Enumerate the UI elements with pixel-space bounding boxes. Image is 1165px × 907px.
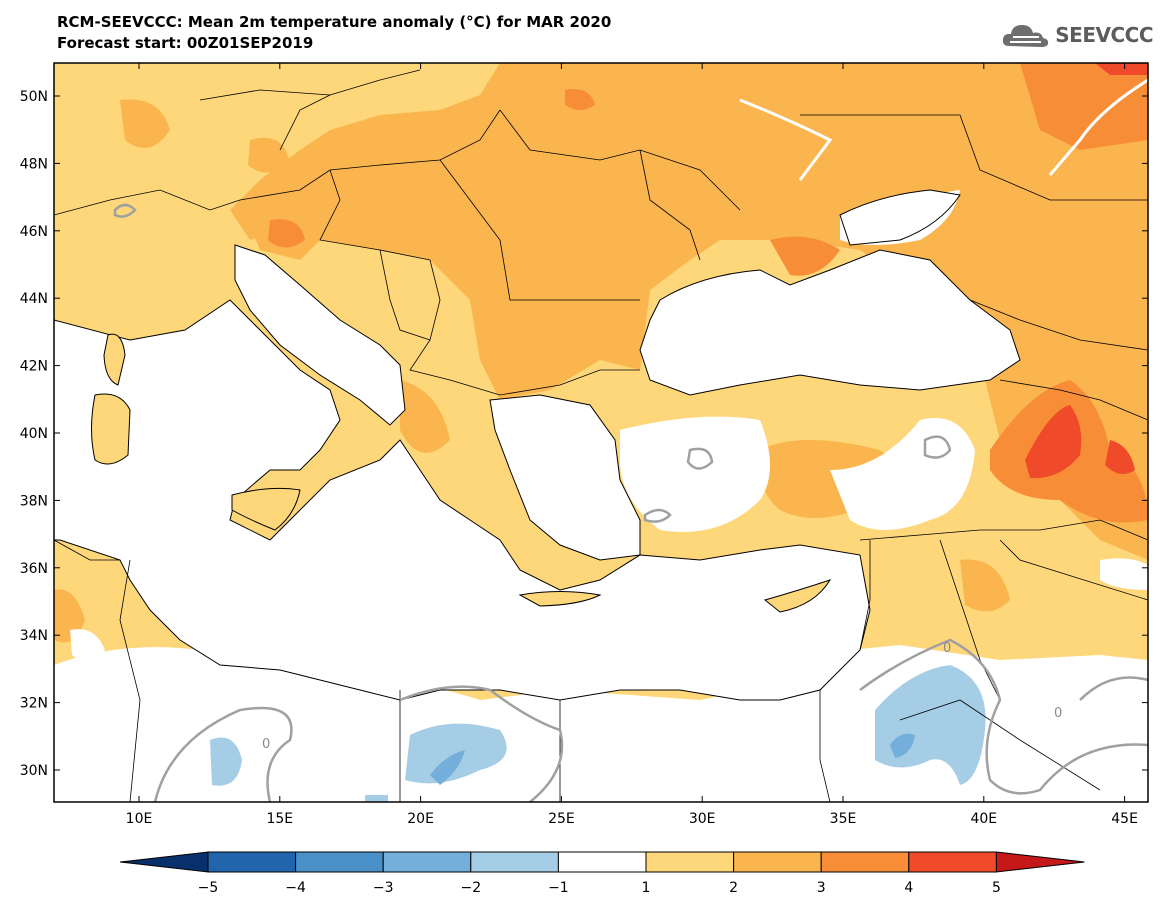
seevccc-logo: SEEVCCC [1001, 20, 1153, 50]
contour-label: 0 [943, 641, 951, 656]
dnieper-river [739, 98, 833, 181]
corsica-island [103, 333, 126, 386]
sardinia-island [91, 393, 131, 465]
colorbar-segment [295, 851, 384, 873]
anomaly-near-zero [54, 645, 1148, 802]
lon-label: 25E [548, 811, 575, 827]
lat-label: 30N [20, 763, 48, 779]
colorbar-segment [733, 851, 822, 873]
anomaly-band-4-5 [1095, 63, 1148, 75]
lat-label: 44N [20, 291, 48, 307]
aegean-sea [489, 394, 641, 561]
zero-contours [113, 203, 1148, 802]
black-sea [639, 249, 1021, 396]
lat-label: 34N [20, 628, 48, 644]
colorbar-tick-label: −1 [548, 880, 569, 896]
colorbar-tick-label: −2 [460, 880, 481, 896]
mediterranean-sea [54, 299, 871, 701]
volga-river [1048, 78, 1148, 176]
anomaly-band-4-5 [1105, 440, 1135, 474]
anomaly-near-zero [1100, 558, 1148, 590]
contour-label: 0 [262, 737, 270, 752]
colorbar-segment [995, 851, 1085, 873]
lon-label: 15E [266, 811, 293, 827]
lat-label: 36N [20, 561, 48, 577]
anomaly-near-zero [830, 418, 975, 530]
azov-sea [839, 189, 961, 246]
colorbar-tick-label: 2 [729, 880, 738, 896]
lon-label: 20E [407, 811, 434, 827]
sicily-island [231, 487, 301, 531]
lon-label: 30E [689, 811, 716, 827]
anomaly-band-neg [365, 795, 388, 802]
anomaly-near-zero [70, 629, 105, 662]
anomaly-band-3-4 [1020, 63, 1148, 150]
anomaly-band-2-3 [248, 137, 290, 173]
title-block: RCM-SEEVCCC: Mean 2m temperature anomaly… [57, 12, 611, 54]
colorbar-tick-label: 3 [817, 880, 826, 896]
colorbar-segment [470, 851, 559, 873]
lat-label: 46N [20, 224, 48, 240]
lon-axis: 10E 15E 20E 25E 30E 35E 40E 45E [126, 63, 1138, 827]
colorbar-segment [382, 851, 472, 873]
anomaly-band-3-4 [770, 236, 840, 276]
map-title: RCM-SEEVCCC: Mean 2m temperature anomaly… [57, 13, 612, 31]
colorbar: −5 −4 −3 −2 −1 1 2 3 4 5 [119, 851, 1085, 896]
anomaly-band-neg-strong [890, 733, 915, 758]
lat-label: 40N [20, 426, 48, 442]
lon-label: 45E [1111, 811, 1138, 827]
colorbar-segment [557, 851, 647, 873]
colorbar-segment [908, 851, 997, 873]
anomaly-band-neg [210, 737, 242, 786]
anomaly-band-4-5 [1025, 405, 1082, 479]
colorbar-tick-label: 4 [904, 880, 913, 896]
colorbar-tick-label: 5 [992, 880, 1001, 896]
contour-label: 0 [1054, 706, 1062, 721]
colorbar-tick-label: −3 [373, 880, 394, 896]
colorbar-tick-label: −4 [285, 880, 306, 896]
logo-text: SEEVCCC [1055, 23, 1153, 47]
lon-label: 35E [830, 811, 857, 827]
crete-island [518, 591, 602, 607]
lon-label: 10E [126, 811, 153, 827]
colorbar-segment [820, 851, 910, 873]
cloud-icon [1003, 25, 1049, 47]
colorbar-tick-label: −5 [198, 880, 219, 896]
cyprus-island [763, 579, 832, 613]
anomaly-band-3-4 [565, 89, 595, 110]
anomaly-band-neg-strong [430, 750, 465, 785]
map-plot-area: 0 0 0 [54, 63, 1148, 802]
lat-label: 42N [20, 359, 48, 375]
lat-label: 32N [20, 696, 48, 712]
anomaly-near-zero [620, 416, 770, 532]
adriatic-sea [234, 244, 406, 426]
lat-label: 50N [20, 89, 48, 105]
lat-label: 48N [20, 156, 48, 172]
anomaly-band-2-3 [960, 559, 1010, 612]
lat-label: 38N [20, 493, 48, 509]
lon-label: 40E [970, 811, 997, 827]
forecast-start: Forecast start: 00Z01SEP2019 [57, 34, 314, 52]
colorbar-segment [207, 851, 297, 873]
lat-axis: 50N 48N 46N 44N 42N 40N 38N 36N 34N 32N 30N [20, 89, 1148, 779]
anomaly-band-2-3 [230, 63, 1148, 560]
colorbar-segment [119, 851, 209, 873]
anomaly-band-3-4 [268, 219, 305, 248]
colorbar-tick-label: 1 [642, 880, 651, 896]
anomaly-band-2-3 [400, 380, 450, 453]
anomaly-band-2-3 [120, 99, 170, 148]
country-borders [54, 69, 1148, 802]
colorbar-segment [645, 851, 735, 873]
